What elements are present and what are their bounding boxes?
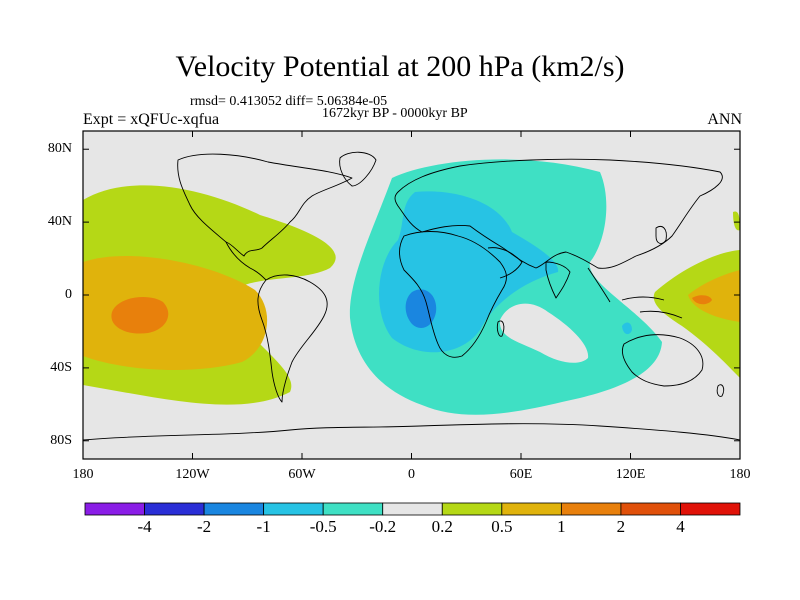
coastline-australia — [621, 334, 704, 387]
contour-region-westpac-1 — [688, 270, 740, 322]
colorbar-label: -0.5 — [309, 517, 337, 536]
colorbar-label: -0.2 — [369, 517, 397, 536]
contour-region-dateline-0.5 — [733, 211, 740, 231]
y-tick-label: 0 — [65, 287, 72, 302]
colorbar-swatch — [144, 502, 205, 516]
contour-region-maritime-neg0.5 — [622, 322, 632, 335]
colorbar-swatch — [560, 502, 622, 516]
coastline-southeast-asia — [587, 267, 683, 319]
x-tick-label: 0 — [408, 467, 415, 482]
coastline-antarctica — [83, 423, 740, 441]
x-tick-label: 120W — [175, 467, 210, 482]
coastlines — [83, 151, 740, 441]
colorbar-swatch — [441, 502, 503, 516]
contour-region-pacific-1 — [83, 255, 268, 370]
coastline-japan — [655, 226, 667, 244]
chart-title: Velocity Potential at 200 hPa (km2/s) — [175, 50, 625, 83]
colorbar-swatch — [620, 502, 681, 516]
experiment-label: Expt = xQFUc-xqfua — [83, 111, 220, 128]
season-label: ANN — [707, 111, 742, 128]
coastline-india — [545, 261, 571, 299]
x-tick-label: 60E — [509, 467, 533, 482]
colorbar-label: -1 — [256, 517, 271, 536]
contour-region-africa-neg1 — [405, 289, 437, 328]
x-tick-label: 60W — [288, 467, 316, 482]
axis-ticks — [82, 131, 741, 459]
x-tick-label: 180 — [729, 467, 751, 482]
colorbar-swatch — [84, 502, 145, 516]
colorbar-swatch — [322, 502, 384, 516]
coastline-central-america — [225, 241, 267, 281]
colorbar-label: 2 — [616, 517, 626, 536]
colorbar — [84, 502, 741, 516]
coastline-arabia — [487, 247, 523, 279]
colorbar-swatch — [203, 502, 265, 516]
x-tick-label: 180 — [72, 467, 94, 482]
coastline-south-america — [257, 274, 328, 403]
x-tick-label: 120E — [615, 467, 646, 482]
colorbar-swatch — [680, 502, 741, 516]
coastline-madagascar — [496, 320, 505, 337]
y-tick-label: 80N — [47, 141, 72, 157]
colorbar-label: 4 — [676, 517, 685, 536]
colorbar-label: -4 — [137, 517, 152, 536]
coastline-new-zealand — [716, 384, 725, 397]
stats-label: rmsd= 0.413052 diff= 5.06384e-05 — [190, 94, 388, 109]
coastline-north-america — [177, 153, 353, 257]
y-tick-label: 40S — [50, 359, 72, 375]
coastline-greenland — [339, 151, 377, 187]
y-tick-label: 80S — [50, 432, 72, 448]
contour-region-southern-indian-zero — [499, 303, 589, 363]
coastline-eurasia — [394, 158, 723, 269]
colorbar-swatch — [382, 502, 443, 516]
colorbar-swatch — [263, 502, 324, 516]
colorbar-swatch — [501, 502, 562, 516]
colorbar-label: 0.2 — [431, 517, 453, 536]
contour-region-westpac-2 — [692, 295, 712, 305]
contour-region-pacific-2 — [111, 296, 169, 334]
coastline-africa — [399, 231, 507, 358]
colorbar-label: 1 — [557, 517, 566, 536]
colorbar-label: 0.5 — [491, 517, 513, 536]
colorbar-label: -2 — [196, 517, 212, 536]
period-label: 1672kyr BP - 0000kyr BP — [322, 106, 468, 121]
y-tick-label: 40N — [47, 214, 72, 230]
